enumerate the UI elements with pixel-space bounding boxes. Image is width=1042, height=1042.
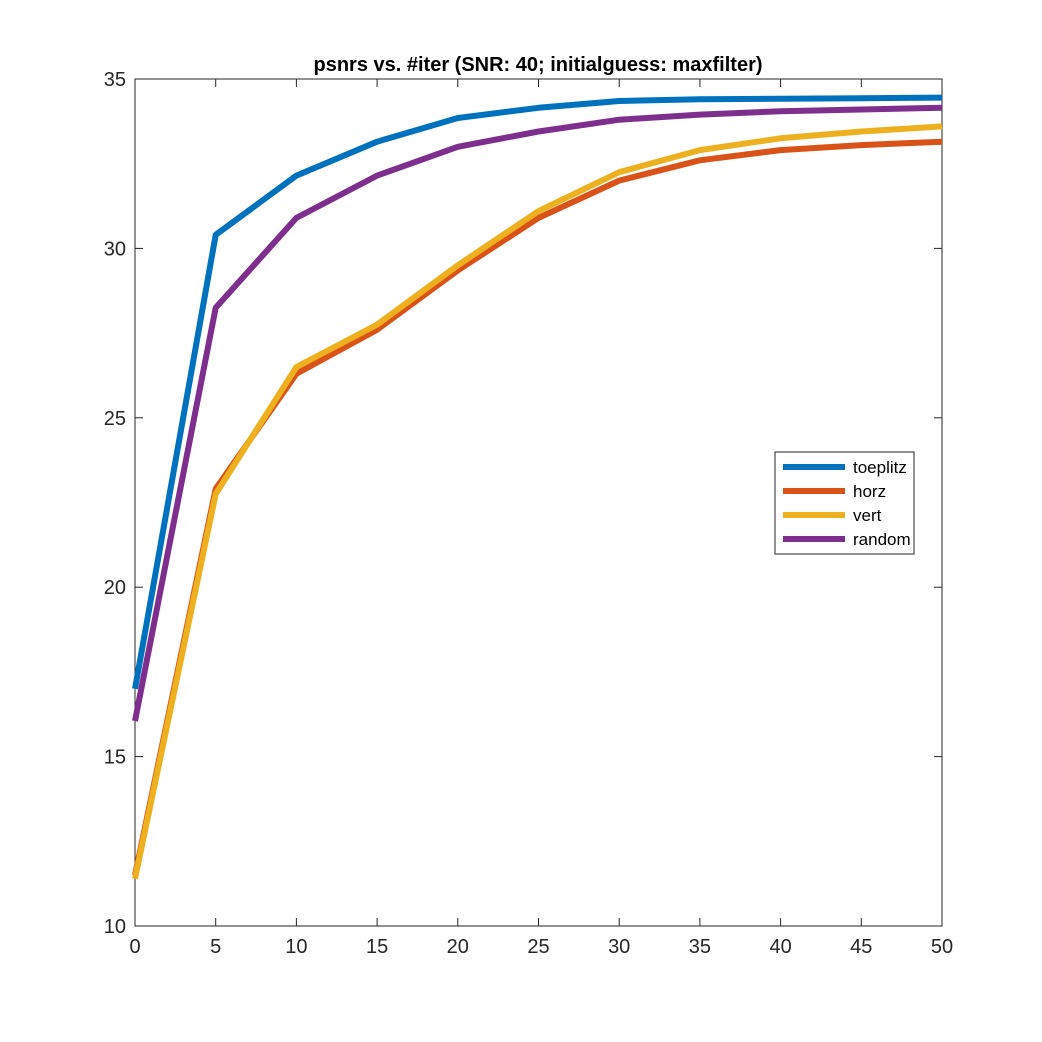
x-tick-label: 35	[689, 936, 711, 958]
legend-label-vert: vert	[853, 506, 882, 525]
y-tick-label: 20	[104, 577, 126, 599]
y-tick-label: 25	[104, 408, 126, 430]
x-tick-label: 40	[769, 936, 791, 958]
legend: toeplitz horz vert random	[774, 451, 915, 555]
x-tick-label: 30	[608, 936, 630, 958]
x-tick-label: 0	[129, 936, 140, 958]
y-tick-label: 35	[104, 69, 126, 91]
series-line-toeplitz	[132, 94, 943, 690]
axis-ticks: 0 5 10 15 20 25 30 35 40 45 50 10 15 20 25 30 35	[104, 69, 953, 958]
x-tick-label: 5	[210, 936, 221, 958]
chart-title: psnrs vs. #iter (SNR: 40; initialguess: …	[313, 54, 762, 76]
x-tick-label: 50	[931, 936, 953, 958]
y-tick-label: 15	[104, 747, 126, 769]
y-tick-label: 10	[104, 916, 126, 938]
y-tick-label: 30	[104, 238, 126, 260]
x-tick-label: 20	[447, 936, 469, 958]
series-lines	[132, 94, 943, 880]
x-tick-label: 15	[366, 936, 388, 958]
legend-label-random: random	[853, 530, 911, 549]
legend-label-toeplitz: toeplitz	[853, 458, 907, 477]
series-line-random	[132, 104, 943, 722]
x-tick-label: 25	[527, 936, 549, 958]
x-tick-label: 45	[850, 936, 872, 958]
legend-label-horz: horz	[853, 482, 886, 501]
series-line-vert	[132, 123, 943, 880]
x-tick-label: 10	[285, 936, 307, 958]
